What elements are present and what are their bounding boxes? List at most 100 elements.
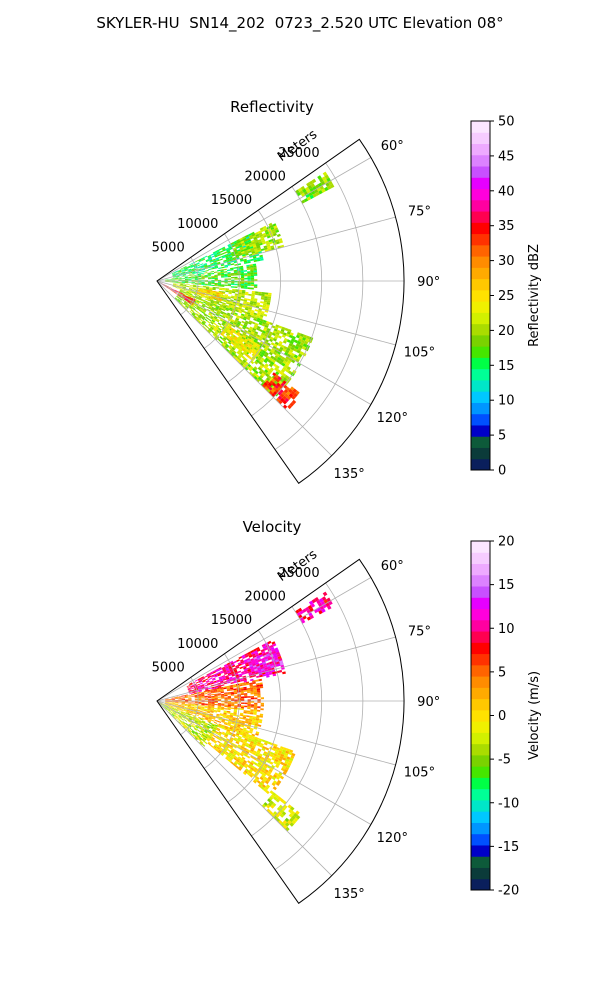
echo-cell	[273, 357, 278, 362]
echo-cell	[239, 237, 243, 241]
echo-cell	[217, 689, 221, 692]
echo-cell	[210, 300, 215, 303]
echo-cell	[205, 288, 209, 291]
echo-cell	[168, 702, 172, 703]
echo-cell	[226, 714, 230, 717]
echo-cell	[237, 320, 242, 324]
echo-cell	[188, 698, 192, 699]
radial-tick-label: 20000	[245, 590, 286, 605]
colorbar-segment	[471, 586, 490, 598]
echo-cell	[193, 284, 197, 286]
echo-cell	[244, 662, 249, 666]
echo-cell	[220, 318, 224, 321]
echo-cell	[249, 742, 254, 746]
echo-cell	[186, 716, 190, 718]
echo-cell	[174, 270, 178, 273]
echo-cell	[277, 335, 282, 339]
echo-cell	[279, 240, 283, 244]
echo-cell	[210, 301, 214, 304]
colorbar-segment	[471, 222, 490, 235]
echo-cell	[179, 285, 183, 286]
echo-cell	[259, 364, 264, 369]
colorbar-segment	[471, 541, 490, 553]
echo-cell	[287, 820, 292, 825]
echo-cell	[191, 295, 196, 298]
echo-cell	[197, 275, 202, 277]
echo-cell	[202, 304, 206, 307]
echo-cell	[171, 703, 175, 705]
echo-cell	[233, 250, 238, 253]
echo-cell	[226, 332, 231, 336]
echo-cell	[232, 717, 236, 720]
echo-cell	[242, 236, 246, 240]
echo-cell	[221, 338, 226, 342]
echo-cell	[228, 346, 232, 350]
echo-cell	[245, 253, 249, 256]
echo-cell	[263, 765, 268, 770]
radial-tick-label: 10000	[177, 637, 218, 652]
echo-cell	[188, 702, 192, 703]
echo-cell	[203, 263, 208, 266]
echo-cell	[201, 257, 205, 260]
echo-cell	[178, 716, 181, 719]
echo-cell	[253, 312, 258, 316]
echo-cell	[168, 708, 171, 710]
echo-cell	[224, 327, 228, 331]
echo-cell	[261, 747, 266, 752]
echo-cell	[208, 324, 212, 328]
echo-cell	[178, 292, 182, 295]
echo-cell	[250, 258, 254, 262]
echo-cell	[206, 290, 211, 293]
echo-cell	[264, 247, 268, 251]
colorbar-segment	[471, 278, 490, 291]
echo-cell	[174, 697, 179, 699]
echo-cell	[199, 741, 203, 745]
colorbar-segment	[471, 811, 490, 823]
echo-cell	[245, 244, 250, 247]
echo-cell	[173, 284, 177, 286]
echo-cell	[223, 312, 228, 315]
echo-cell	[171, 704, 175, 706]
echo-cell	[268, 390, 274, 396]
echo-cell	[243, 299, 248, 302]
echo-cell	[173, 284, 177, 286]
echo-cell	[189, 711, 194, 713]
echo-cell	[233, 258, 237, 261]
echo-cell	[214, 686, 219, 689]
echo-cell	[276, 241, 280, 245]
echo-cell	[219, 306, 223, 309]
echo-cell	[178, 699, 182, 701]
echo-cell	[295, 815, 301, 820]
echo-cell	[168, 279, 172, 280]
echo-cell	[183, 294, 187, 297]
echo-cell	[175, 698, 179, 700]
echo-cell	[208, 296, 213, 299]
echo-cell	[200, 691, 204, 694]
echo-cell	[259, 234, 264, 238]
echo-cell	[171, 703, 175, 704]
echo-cell	[167, 704, 171, 707]
echo-cell	[184, 268, 188, 271]
echo-cell	[233, 738, 237, 742]
echo-cell	[177, 705, 182, 707]
echo-cell	[168, 286, 172, 289]
echo-cell	[188, 302, 192, 305]
echo-cell	[219, 678, 223, 681]
echo-cell	[245, 353, 250, 358]
echo-cell	[254, 704, 258, 707]
echo-cell	[215, 747, 220, 751]
echo-cell	[263, 326, 268, 330]
echo-cell	[165, 705, 169, 707]
echo-cell	[251, 671, 256, 674]
echo-cell	[212, 677, 216, 680]
echo-cell	[190, 685, 194, 688]
echo-cell	[260, 378, 265, 383]
echo-cell	[207, 708, 211, 710]
echo-cell	[249, 684, 253, 687]
echo-cell	[179, 290, 183, 292]
echo-cell	[176, 296, 180, 299]
echo-cell	[197, 685, 201, 688]
echo-cell	[211, 723, 215, 726]
echo-cell	[307, 185, 313, 190]
echo-cell	[184, 697, 189, 699]
